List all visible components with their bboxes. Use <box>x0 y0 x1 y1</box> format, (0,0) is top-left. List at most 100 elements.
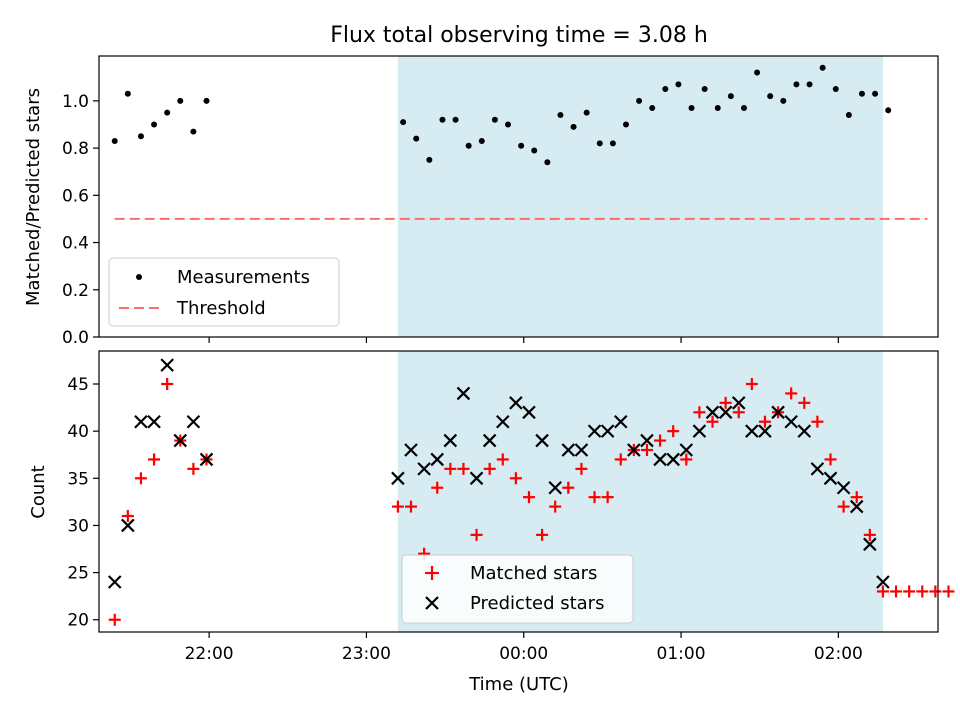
matched-star-point <box>680 453 693 466</box>
bottom-y-axis-label: Count <box>28 465 49 518</box>
measurement-point <box>400 119 407 126</box>
measurement-point <box>124 90 131 97</box>
matched-star-point <box>719 396 732 409</box>
measurement-point <box>518 142 525 149</box>
predicted-star-point <box>548 480 562 495</box>
predicted-star-point <box>417 462 431 476</box>
matched-star-point <box>444 462 457 475</box>
measurement-point <box>845 112 852 119</box>
measurement-point <box>780 97 787 104</box>
bottom-y-tick-label: 30 <box>67 516 89 536</box>
x-tick-label: 22:00 <box>185 644 234 664</box>
bottom-x-ticks: 22:00 23:00 00:00 01:00 02:00 <box>185 632 863 664</box>
measurement-point <box>675 81 682 88</box>
top-plot-frame <box>98 55 939 338</box>
predicted-star-point <box>574 443 589 457</box>
measurement-point <box>767 93 774 100</box>
predicted-star-point <box>199 452 214 467</box>
predicted-star-point <box>640 433 654 448</box>
measurement-point <box>544 159 551 166</box>
legend-predicted-marker <box>425 596 439 610</box>
top-y-tick-label: 0.6 <box>62 186 89 206</box>
bottom-y-tick-label: 35 <box>67 469 89 489</box>
measurement-point <box>465 142 472 149</box>
matched-star-point <box>457 462 470 475</box>
matched-star-point <box>536 528 549 541</box>
measurement-point <box>688 104 695 111</box>
legend-matched-marker <box>425 566 439 580</box>
matched-star-point <box>785 387 798 400</box>
measurement-point <box>832 86 839 93</box>
measurement-point <box>649 104 656 111</box>
matched-star-point <box>470 528 483 541</box>
measurement-point <box>701 86 708 93</box>
predicted-star-point <box>535 433 549 448</box>
matched-star-point <box>745 378 758 391</box>
legend-threshold-label: Threshold <box>176 298 266 319</box>
predicted-star-point <box>613 414 628 429</box>
top-panel: 0.0 0.2 0.4 0.6 0.8 1.0 Matched/Predicted sta… <box>23 55 939 348</box>
bottom-count-points <box>107 358 955 626</box>
matched-star-point <box>496 453 509 466</box>
measurement-point <box>636 97 643 104</box>
matched-star-point <box>148 453 161 466</box>
predicted-star-point <box>121 518 135 533</box>
measurement-point <box>491 116 498 123</box>
measurement-point <box>622 121 629 128</box>
top-legend: Measurements Threshold <box>108 257 340 327</box>
matched-star-point <box>929 585 942 598</box>
matched-star-point <box>837 500 850 513</box>
measurement-point <box>583 109 590 116</box>
measurement-point <box>819 64 826 71</box>
bottom-y-tick-label: 40 <box>67 422 89 442</box>
matched-star-point <box>575 462 588 475</box>
bottom-plot-frame <box>98 350 939 633</box>
matched-star-point <box>811 415 824 428</box>
bottom-y-ticks: 20 25 30 35 40 45 <box>67 375 99 631</box>
matched-star-point <box>903 585 916 598</box>
measurement-point <box>557 112 564 119</box>
predicted-star-point <box>666 452 680 467</box>
matched-star-point <box>798 396 811 409</box>
predicted-star-point <box>705 405 720 420</box>
matched-star-point <box>601 491 614 504</box>
x-tick-label: 02:00 <box>814 644 863 664</box>
matched-star-point <box>863 528 876 541</box>
matched-star-point <box>405 500 418 513</box>
bottom-legend-box <box>401 554 634 624</box>
predicted-star-point <box>186 414 201 429</box>
predicted-star-point <box>863 537 877 552</box>
predicted-star-point <box>173 433 188 448</box>
top-x-ticks <box>208 337 839 343</box>
matched-star-point <box>614 453 627 466</box>
matched-star-point <box>850 491 863 504</box>
top-y-tick-label: 0.2 <box>62 281 89 301</box>
matched-star-point <box>134 472 147 485</box>
predicted-star-point <box>653 452 667 467</box>
predicted-star-point <box>443 433 458 448</box>
x-tick-label: 01:00 <box>657 644 706 664</box>
matched-star-point <box>654 434 667 447</box>
predicted-star-point <box>849 499 864 514</box>
top-y-ticks: 0.0 0.2 0.4 0.6 0.8 1.0 <box>62 92 99 348</box>
predicted-star-point <box>836 480 851 495</box>
measurement-point <box>452 116 459 123</box>
top-y-tick-label: 0.4 <box>62 234 89 254</box>
predicted-star-point <box>797 424 812 438</box>
predicted-star-point <box>600 424 615 438</box>
predicted-star-point <box>692 424 707 438</box>
matched-star-point <box>562 481 575 494</box>
predicted-star-point <box>771 405 785 420</box>
matched-star-point <box>187 462 200 475</box>
top-y-tick-label: 0.8 <box>62 139 89 159</box>
top-y-tick-label: 0.0 <box>62 328 89 348</box>
matched-star-point <box>431 481 444 494</box>
predicted-star-point <box>522 405 536 420</box>
bottom-panel: 20 25 30 35 40 45 22:00 23:00 00:00 01:00 02:00 C… <box>28 350 955 695</box>
bottom-y-tick-label: 25 <box>67 564 89 584</box>
predicted-star-point <box>482 433 497 448</box>
predicted-star-point <box>469 471 484 486</box>
measurement-point <box>164 109 171 116</box>
predicted-star-point <box>456 386 471 401</box>
